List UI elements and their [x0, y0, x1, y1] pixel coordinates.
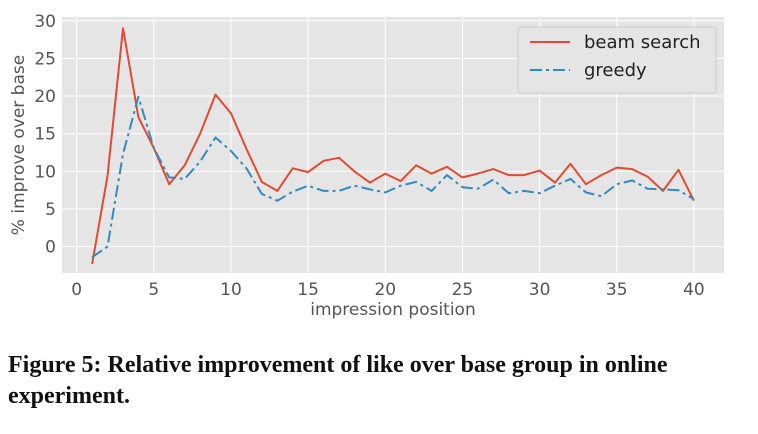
x-tick-labels: 0 5 10 15 20 25 30 35 40	[71, 280, 704, 300]
y-tick-label: 30	[34, 12, 56, 32]
x-axis-label: impression position	[310, 300, 476, 320]
legend-label-beam-search: beam search	[584, 32, 701, 53]
x-tick-label: 15	[297, 280, 319, 300]
y-tick-label: 0	[45, 238, 56, 258]
x-tick-label: 10	[220, 280, 242, 300]
series-line-beam-search	[91, 27, 695, 265]
x-tick-label: 20	[374, 280, 396, 300]
x-tick-label: 25	[452, 280, 474, 300]
legend-label-greedy: greedy	[584, 60, 647, 81]
y-tick-label: 5	[45, 200, 56, 220]
x-tick-label: 40	[683, 280, 705, 300]
x-tick-label: 30	[529, 280, 551, 300]
series-layer	[91, 27, 695, 265]
y-tick-label: 25	[34, 49, 56, 69]
y-tick-labels: 0 5 10 15 20 25 30	[34, 12, 56, 258]
x-tick-label: 35	[606, 280, 628, 300]
y-tick-label: 15	[34, 125, 56, 145]
legend: beam search greedy	[517, 26, 717, 94]
y-tick-label: 20	[34, 87, 56, 107]
series-line-greedy	[91, 95, 695, 259]
x-tick-label: 0	[71, 280, 82, 300]
figure-caption: Figure 5: Relative improvement of like o…	[8, 352, 668, 409]
legend-box	[517, 26, 717, 94]
y-axis-label: % improve over base	[9, 55, 29, 235]
line-chart: 0 5 10 15 20 25 30 35 40 0 5 10 15 20 25 30 impression…	[9, 12, 724, 320]
y-tick-label: 10	[34, 162, 56, 182]
x-tick-label: 5	[148, 280, 159, 300]
